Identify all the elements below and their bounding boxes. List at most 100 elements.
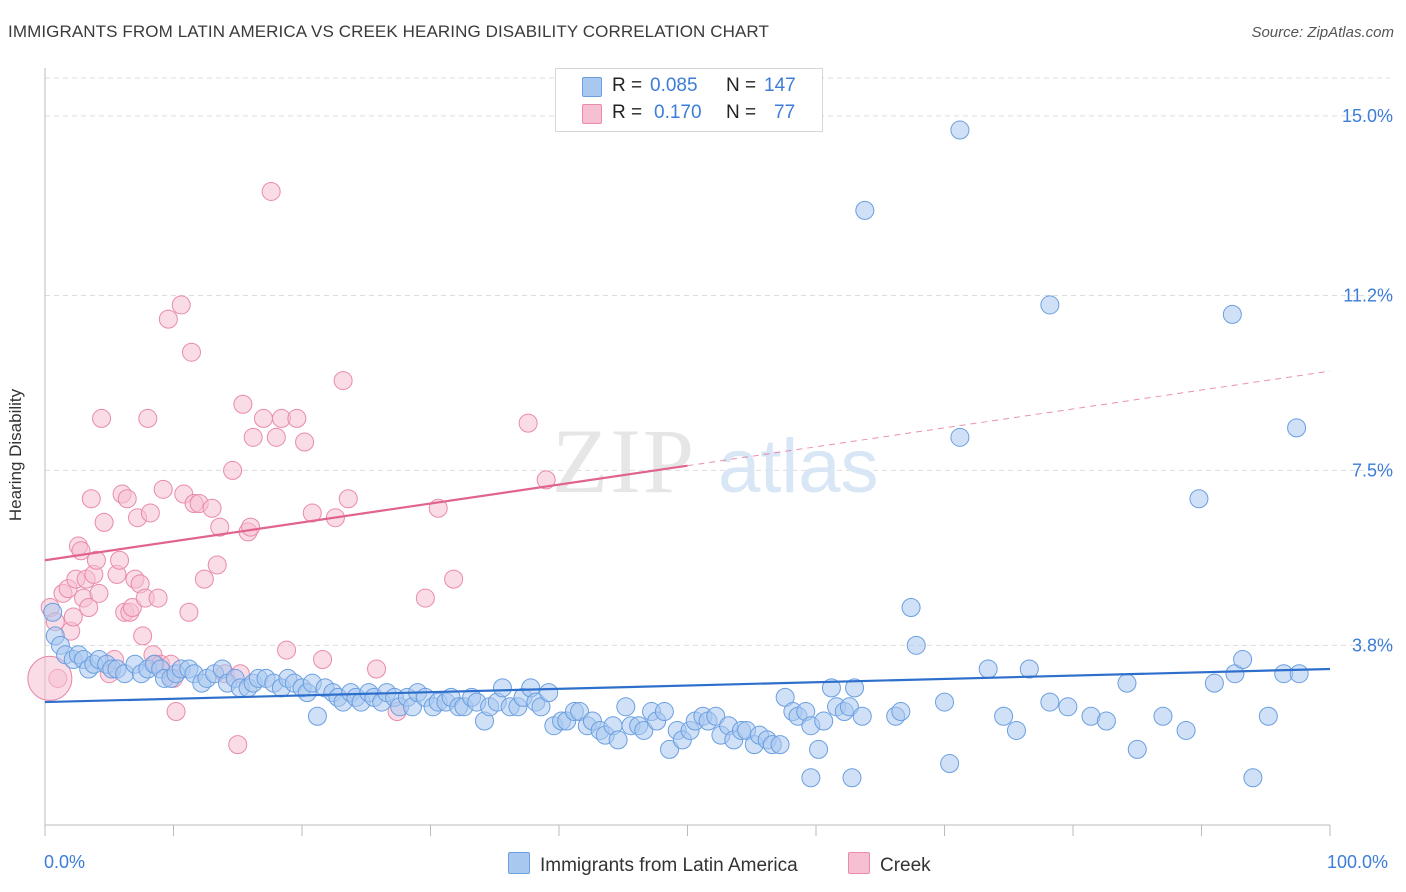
gridlines	[45, 77, 1390, 646]
latin-america-point	[935, 692, 954, 712]
creek-point	[194, 569, 214, 589]
n-label: N =	[726, 102, 757, 123]
latin-america-point	[539, 683, 559, 703]
creek-point	[63, 607, 83, 627]
source-credit: Source: ZipAtlas.com	[1251, 24, 1394, 41]
creek-point	[92, 408, 112, 428]
latin-america-point	[1006, 720, 1026, 740]
creek-point	[71, 541, 91, 561]
creek-point	[261, 181, 281, 201]
creek-point	[338, 489, 358, 509]
latin-america-point	[1289, 664, 1309, 684]
creek-point	[313, 650, 333, 670]
latin-america-point	[660, 739, 680, 759]
creek-point	[79, 598, 99, 618]
latin-america-point	[1258, 706, 1278, 726]
creek-point	[122, 598, 142, 618]
creek-point	[158, 309, 178, 329]
creek-point	[333, 371, 353, 391]
latin-america-point	[492, 678, 512, 698]
latin-america-trend-line	[44, 667, 1331, 704]
r-label: R =	[612, 75, 643, 96]
creek-point	[233, 394, 253, 414]
latin-america-point	[634, 720, 654, 740]
creek-point	[89, 583, 109, 603]
creek-point	[202, 498, 222, 518]
r-label: R =	[612, 102, 643, 123]
latin-america-point	[1040, 295, 1060, 315]
pink-swatch	[848, 852, 870, 874]
x-tick-max: 100.0%	[1327, 852, 1389, 872]
bottom-legend-creek: Creek	[848, 852, 931, 877]
creek-point	[415, 588, 435, 608]
creek-point	[94, 512, 114, 532]
creek-point	[287, 408, 307, 428]
creek-trend-extension	[687, 370, 1331, 467]
creek-point	[243, 427, 263, 447]
latin-america-point	[1040, 692, 1060, 712]
creek-point	[179, 602, 199, 622]
blue-swatch	[508, 852, 530, 874]
x-tick-min: 0.0%	[44, 852, 86, 872]
latin-america-point	[940, 754, 960, 774]
creek-point	[86, 550, 106, 570]
latin-america-point	[654, 702, 674, 722]
latin-america-point	[950, 120, 970, 140]
creek-point	[133, 626, 153, 646]
latin-america-point	[839, 697, 859, 717]
creek-point	[117, 489, 137, 509]
creek-point	[110, 550, 130, 570]
y-tick-label: 7.5%	[1352, 460, 1393, 480]
creek-points	[27, 181, 556, 755]
latin-america-point	[801, 768, 821, 788]
blue-swatch	[582, 77, 602, 97]
trend-lines	[44, 370, 1331, 704]
latin-america-point	[1189, 489, 1209, 509]
y-tick-label: 3.8%	[1352, 635, 1393, 655]
creek-point	[207, 555, 227, 575]
creek-point	[241, 517, 261, 537]
latin-america-point	[706, 706, 726, 726]
latin-america-point	[307, 706, 327, 726]
creek-point-large	[27, 655, 73, 701]
creek-point	[266, 427, 286, 447]
latin-america-point	[814, 711, 834, 731]
bottom-legend-latin-america: Immigrants from Latin America	[508, 852, 798, 877]
latin-america-point	[608, 730, 628, 750]
latin-america-point	[1233, 650, 1253, 670]
creek-point	[153, 479, 173, 499]
latin-america-point	[1204, 673, 1224, 693]
creek-point	[140, 503, 160, 523]
creek-point	[81, 489, 101, 509]
latin-america-point	[891, 702, 911, 722]
svg-text:ZIP: ZIP	[552, 410, 696, 512]
latin-america-point	[1127, 739, 1147, 759]
creek-point	[253, 408, 273, 428]
latin-america-point	[770, 735, 790, 755]
latin-america-points	[43, 120, 1309, 788]
latin-america-point	[1096, 711, 1116, 731]
creek-point	[518, 413, 538, 433]
zipatlas-watermark: ZIP atlas	[552, 410, 879, 512]
latin-america-point	[43, 602, 63, 622]
creek-point	[367, 659, 387, 679]
latin-america-point	[1222, 304, 1242, 324]
creek-trend-line	[44, 464, 688, 562]
correlation-legend: R = 0.085 N = 147 R = 0.170 N = 77	[555, 68, 823, 132]
creek-point	[228, 735, 248, 755]
pink-swatch	[582, 104, 602, 124]
creek-point	[166, 702, 186, 722]
latin-america-point	[855, 200, 875, 220]
latin-america-point	[809, 739, 829, 759]
latin-america-point	[1176, 720, 1196, 740]
legend-label: Immigrants from Latin America	[540, 855, 798, 876]
latin-america-point	[978, 659, 998, 679]
legend-label: Creek	[880, 855, 931, 876]
creek-point	[223, 460, 243, 480]
y-tick-label: 11.2%	[1343, 285, 1393, 305]
creek-point	[171, 295, 191, 315]
n-value: 147	[764, 75, 796, 96]
latin-america-point	[852, 706, 872, 726]
latin-america-point	[1153, 706, 1173, 726]
